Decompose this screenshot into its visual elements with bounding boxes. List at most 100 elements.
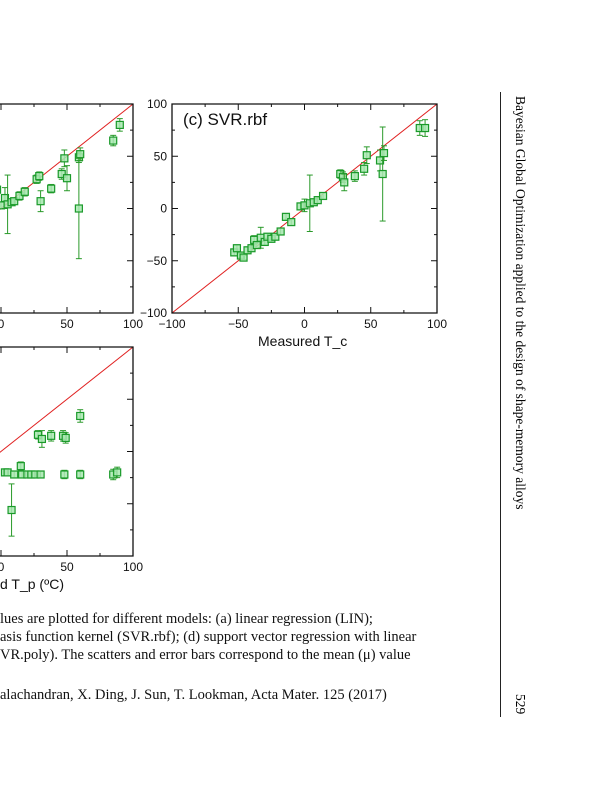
point-marker xyxy=(379,149,389,158)
data-point xyxy=(378,126,387,222)
x-tick-label: 50 xyxy=(364,317,378,331)
plot-frame xyxy=(0,346,134,557)
point-marker xyxy=(276,227,285,236)
figure-caption: lues are plotted for different models: (… xyxy=(0,610,416,664)
x-tick-label: −100 xyxy=(158,317,185,331)
panel-c-svr-rbf: −100 −50 0 50 100 100 50 0 −50 −100 xyxy=(140,97,447,331)
point-marker xyxy=(113,468,122,477)
data-point xyxy=(61,432,70,444)
data-point xyxy=(0,185,2,195)
data-point xyxy=(318,191,328,201)
data-point xyxy=(109,134,118,147)
point-marker xyxy=(61,433,70,443)
panel-d-xlabel: d T_p (ºC) xyxy=(0,576,64,592)
point-marker xyxy=(0,185,2,194)
point-marker xyxy=(362,151,371,160)
x-tick-label: −50 xyxy=(228,317,249,331)
point-marker xyxy=(20,187,29,196)
data-point xyxy=(360,162,369,176)
y-tick-label: −100 xyxy=(140,306,167,320)
data-point xyxy=(287,217,296,227)
data-point xyxy=(420,119,430,137)
plot-area xyxy=(0,104,133,260)
data-point xyxy=(3,468,12,477)
data-point xyxy=(10,470,19,479)
point-marker xyxy=(340,178,349,187)
point-marker xyxy=(10,470,19,479)
plot-area xyxy=(172,104,437,313)
point-marker xyxy=(281,212,291,221)
point-marker xyxy=(47,431,56,440)
data-point xyxy=(20,187,29,197)
point-marker xyxy=(271,232,280,241)
point-marker xyxy=(7,505,16,515)
y-tick-label: 100 xyxy=(147,97,167,111)
point-marker xyxy=(35,172,44,181)
point-marker xyxy=(76,470,85,479)
point-marker xyxy=(313,196,322,205)
data-point xyxy=(60,149,69,168)
x-tick-label: 50 xyxy=(60,560,74,574)
point-marker xyxy=(76,150,85,159)
data-point xyxy=(47,183,56,194)
point-marker xyxy=(62,174,72,183)
point-marker xyxy=(37,434,47,444)
plot-area xyxy=(0,347,133,537)
point-marker xyxy=(76,411,85,421)
point-marker xyxy=(109,136,118,145)
data-point xyxy=(16,461,25,471)
running-head-rule xyxy=(500,92,501,717)
point-marker xyxy=(239,253,248,262)
panel-c-xlabel: Measured T_c xyxy=(258,333,348,349)
caption-line: VR.poly). The scatters and error bars co… xyxy=(0,647,411,663)
data-point xyxy=(36,470,45,479)
running-head-title: Bayesian Global Optimization applied to … xyxy=(513,96,528,510)
point-marker xyxy=(115,120,124,130)
point-marker xyxy=(350,172,359,181)
point-marker xyxy=(287,217,296,227)
y-tick-label: −50 xyxy=(147,254,168,268)
caption-line: asis function kernel (SVR.rbf); (d) supp… xyxy=(0,629,417,645)
x-tick-label: 0 xyxy=(0,317,5,331)
partial-bottom-left-panel: 0 50 100 xyxy=(0,346,143,574)
point-marker xyxy=(378,169,387,179)
data-point xyxy=(35,171,44,181)
point-marker xyxy=(16,462,25,471)
data-point xyxy=(350,170,359,182)
data-point xyxy=(271,232,280,241)
point-marker xyxy=(232,244,242,253)
point-marker xyxy=(10,197,19,206)
point-marker xyxy=(36,470,45,479)
data-point xyxy=(252,240,261,250)
data-point xyxy=(232,244,242,253)
data-point xyxy=(313,196,322,205)
data-point xyxy=(362,146,371,165)
data-point xyxy=(74,157,83,260)
data-point xyxy=(340,173,349,192)
x-tick-label: 0 xyxy=(0,560,5,574)
point-marker xyxy=(3,468,12,477)
point-marker xyxy=(36,197,45,206)
identity-line xyxy=(0,347,133,453)
data-point xyxy=(37,430,47,448)
data-point xyxy=(76,469,85,480)
data-point xyxy=(47,430,56,442)
point-marker xyxy=(60,470,69,479)
data-point xyxy=(76,409,85,423)
point-marker xyxy=(74,204,83,213)
data-point xyxy=(60,469,69,480)
point-marker xyxy=(57,169,66,179)
y-tick-label: 0 xyxy=(160,202,167,216)
data-point xyxy=(62,165,72,192)
caption-line: lues are plotted for different models: (… xyxy=(0,611,373,627)
data-point xyxy=(276,227,285,236)
point-marker xyxy=(252,240,261,250)
point-marker xyxy=(60,154,69,163)
page-number: 529 xyxy=(513,694,528,715)
data-point xyxy=(7,483,16,537)
data-point xyxy=(36,190,45,213)
partial-top-left-panel: 0 50 100 xyxy=(0,103,143,331)
point-marker xyxy=(420,123,430,133)
x-tick-label: 100 xyxy=(123,317,143,331)
